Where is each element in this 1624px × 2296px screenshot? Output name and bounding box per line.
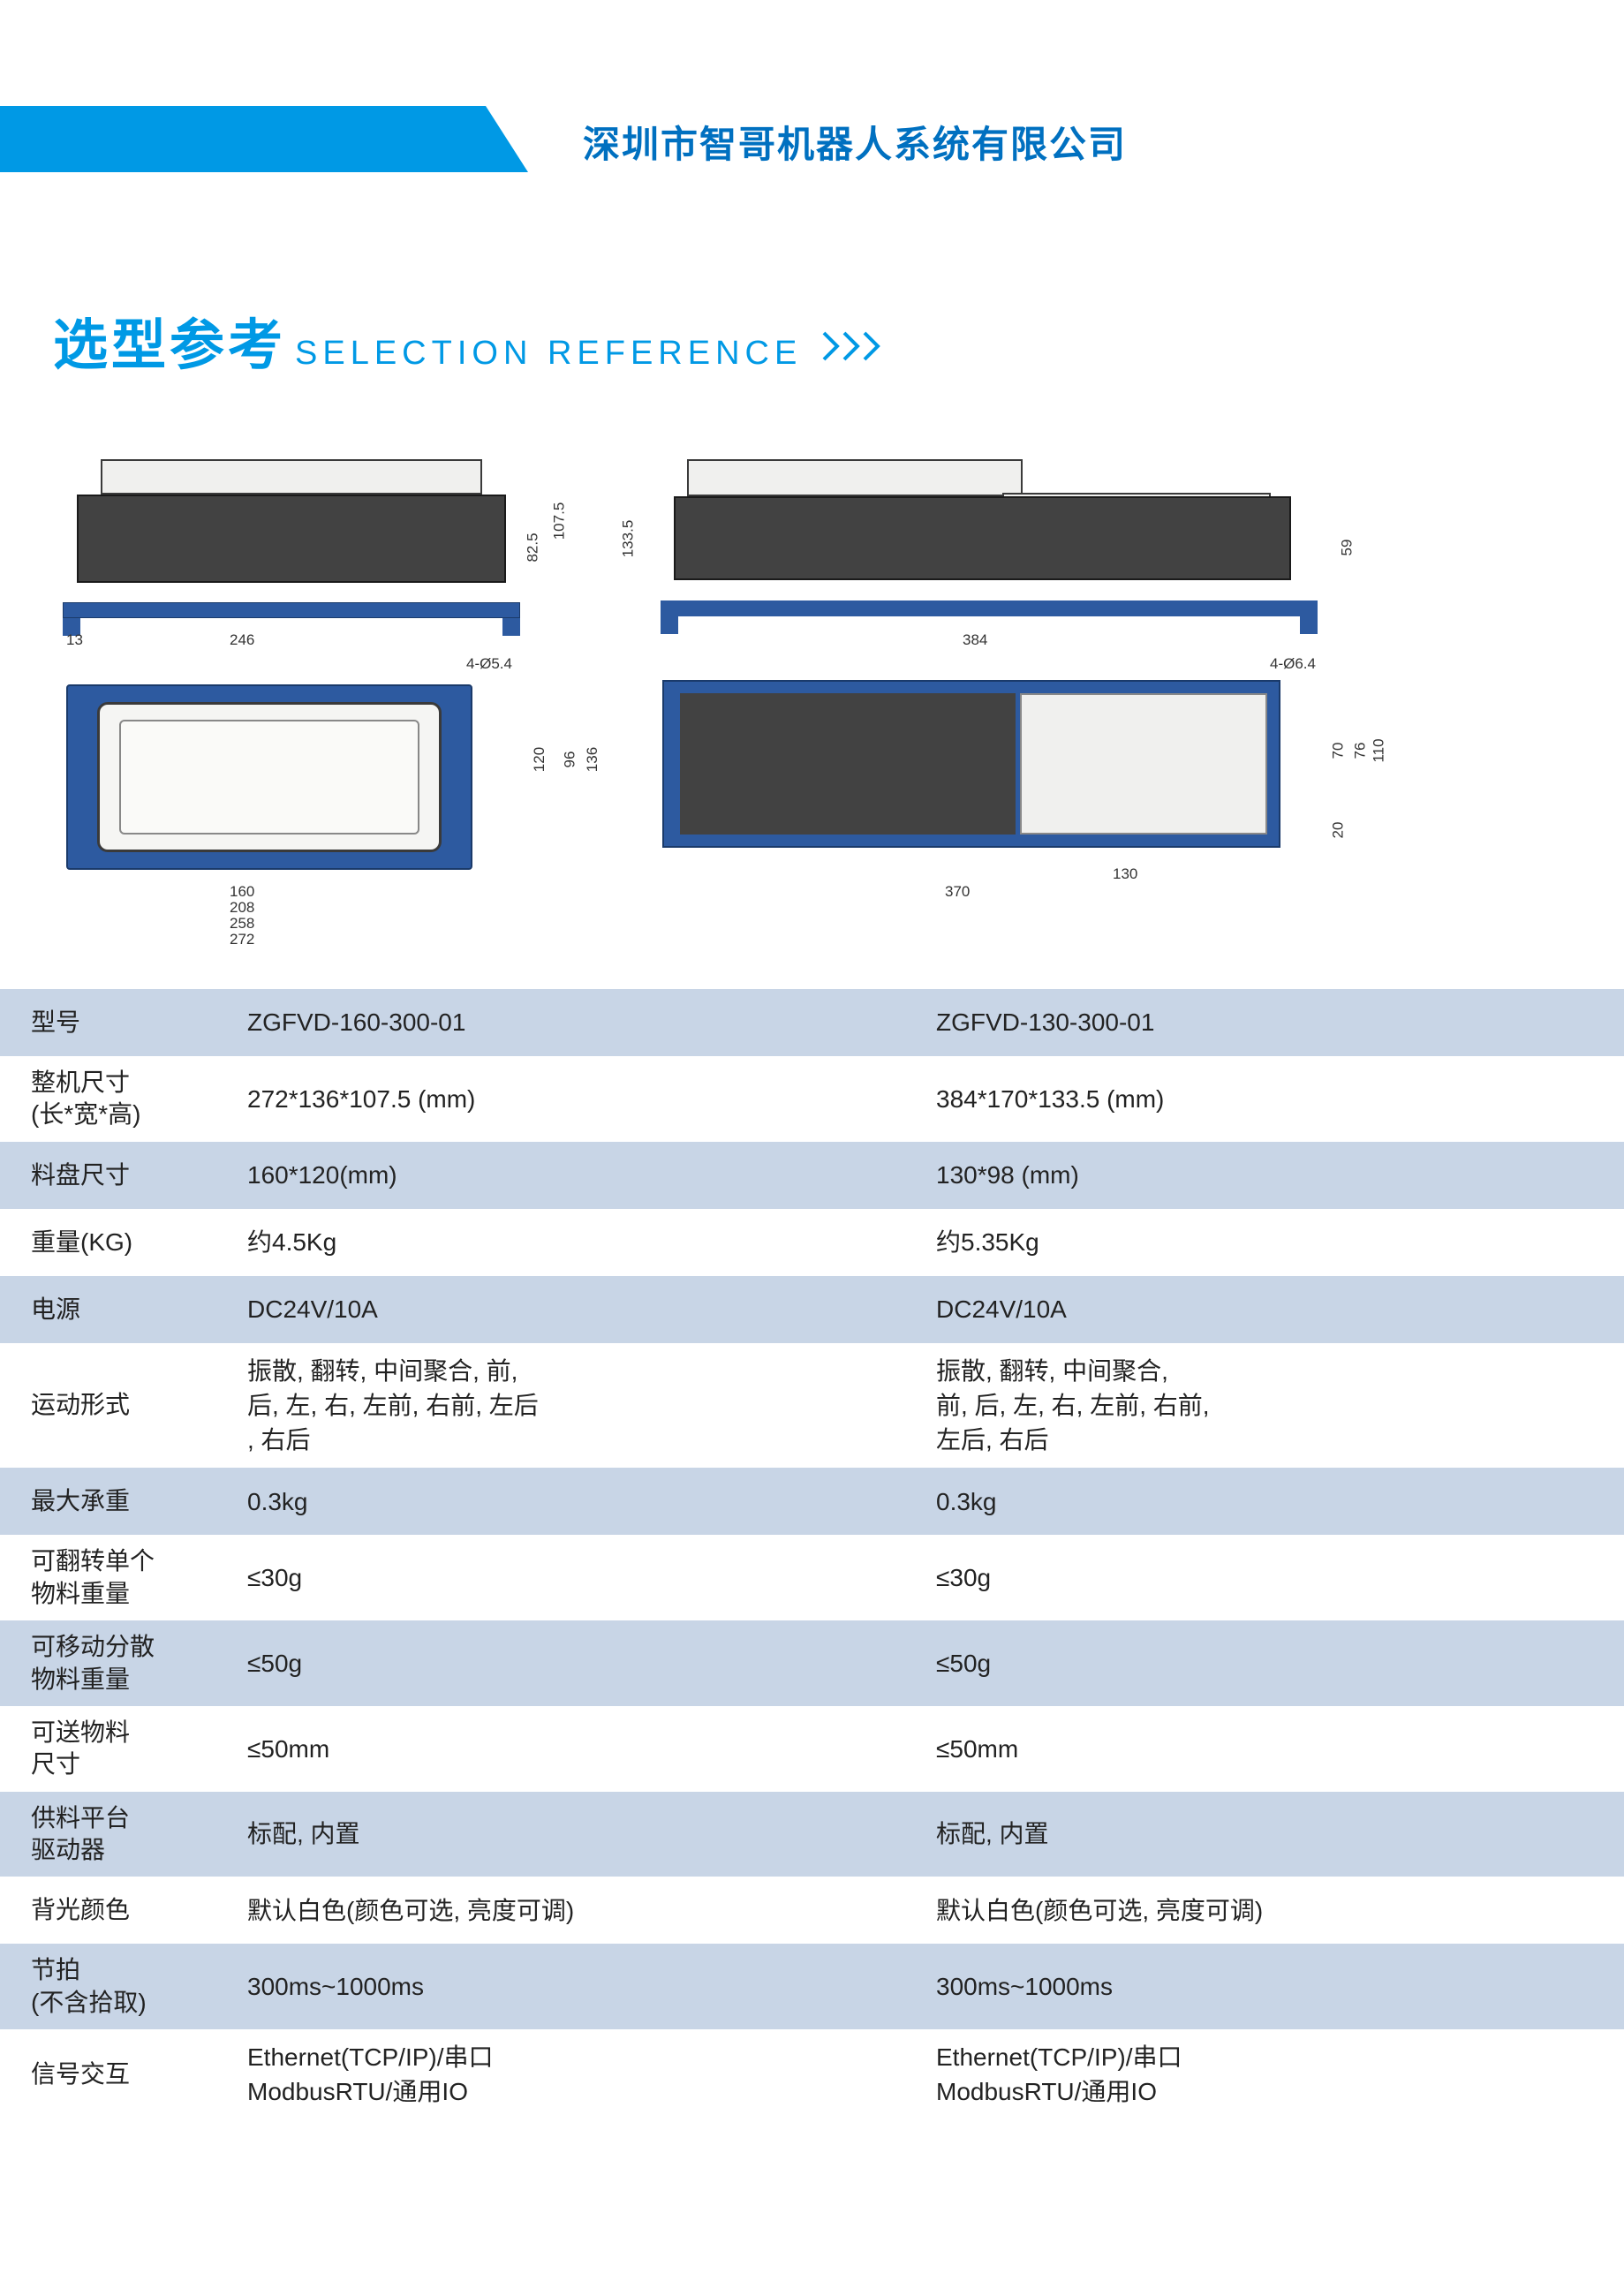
dim-label: 208 <box>230 899 254 917</box>
spec-value-2: ZGFVD-130-300-01 <box>936 1005 1624 1039</box>
spec-row: 可翻转单个 物料重量≤30g≤30g <box>0 1535 1624 1620</box>
dim-label: 76 <box>1352 743 1370 759</box>
spec-label: 整机尺寸 (长*宽*高) <box>0 1067 247 1131</box>
spec-row: 电源DC24V/10ADC24V/10A <box>0 1276 1624 1343</box>
spec-row: 节拍 (不含拾取)300ms~1000ms300ms~1000ms <box>0 1944 1624 2029</box>
dim-label: 4-Ø6.4 <box>1270 655 1316 673</box>
spec-row: 可移动分散 物料重量≤50g≤50g <box>0 1620 1624 1706</box>
dim-label: 133.5 <box>619 520 637 558</box>
dim-label: 258 <box>230 915 254 933</box>
spec-value-1: 160*120(mm) <box>247 1158 936 1192</box>
diagram-column-2: 384 133.5 59 4-Ø6.4 130 370 70 76 110 20 <box>653 459 1325 963</box>
dim-label: 272 <box>230 931 254 948</box>
spec-value-2: 振散, 翻转, 中间聚合, 前, 后, 左, 右, 左前, 右前, 左后, 右后 <box>936 1354 1624 1458</box>
company-name: 深圳市智哥机器人系统有限公司 <box>583 115 1127 169</box>
dim-label: 20 <box>1330 822 1348 839</box>
spec-row: 重量(KG)约4.5Kg约5.35Kg <box>0 1209 1624 1276</box>
chevron-right-icon <box>820 329 899 368</box>
spec-value-1: ≤50g <box>247 1646 936 1680</box>
section-title-cn: 选型参考 <box>53 300 286 380</box>
spec-value-2: 384*170*133.5 (mm) <box>936 1082 1624 1116</box>
diagram-column-1: 246 13 107.5 82.5 4-Ø5.4 160 208 258 272… <box>53 459 530 963</box>
spec-value-1: 272*136*107.5 (mm) <box>247 1082 936 1116</box>
dim-label: 120 <box>531 747 548 772</box>
spec-label: 型号 <box>0 1007 247 1038</box>
spec-label: 可送物料 尺寸 <box>0 1717 247 1781</box>
dim-label: 70 <box>1330 743 1348 759</box>
model2-top-view: 4-Ø6.4 130 370 70 76 110 20 <box>653 662 1325 874</box>
dim-label: 136 <box>584 747 601 772</box>
dim-label: 160 <box>230 883 254 901</box>
spec-row: 供料平台 驱动器标配, 内置标配, 内置 <box>0 1792 1624 1877</box>
spec-value-1: ≤30g <box>247 1560 936 1595</box>
spec-value-1: ≤50mm <box>247 1732 936 1766</box>
spec-row: 运动形式振散, 翻转, 中间聚合, 前, 后, 左, 右, 左前, 右前, 左后… <box>0 1343 1624 1469</box>
spec-label: 信号交互 <box>0 2058 247 2090</box>
model2-side-view: 384 133.5 59 <box>653 459 1325 645</box>
spec-value-1: 0.3kg <box>247 1484 936 1519</box>
spec-label: 可移动分散 物料重量 <box>0 1631 247 1696</box>
spec-row: 信号交互Ethernet(TCP/IP)/串口 ModbusRTU/通用IOEt… <box>0 2029 1624 2119</box>
spec-value-2: ≤30g <box>936 1560 1624 1595</box>
spec-label: 电源 <box>0 1294 247 1325</box>
dim-label: 130 <box>1113 865 1137 883</box>
spec-value-1: DC24V/10A <box>247 1292 936 1326</box>
dim-label: 110 <box>1370 738 1387 762</box>
dim-label: 384 <box>963 631 987 649</box>
spec-row: 型号ZGFVD-160-300-01ZGFVD-130-300-01 <box>0 989 1624 1056</box>
spec-label: 供料平台 驱动器 <box>0 1802 247 1867</box>
spec-label: 料盘尺寸 <box>0 1159 247 1191</box>
spec-row: 整机尺寸 (长*宽*高)272*136*107.5 (mm)384*170*13… <box>0 1056 1624 1142</box>
spec-label: 运动形式 <box>0 1389 247 1421</box>
section-title-en: SELECTION REFERENCE <box>295 335 802 373</box>
dim-label: 59 <box>1339 540 1356 556</box>
spec-value-2: 0.3kg <box>936 1484 1624 1519</box>
spec-row: 可送物料 尺寸≤50mm≤50mm <box>0 1706 1624 1792</box>
dim-label: 96 <box>562 751 579 768</box>
spec-value-2: DC24V/10A <box>936 1292 1624 1326</box>
spec-table: 型号ZGFVD-160-300-01ZGFVD-130-300-01整机尺寸 (… <box>0 989 1624 2120</box>
spec-value-1: 振散, 翻转, 中间聚合, 前, 后, 左, 右, 左前, 右前, 左后 , 右… <box>247 1354 936 1458</box>
spec-row: 最大承重0.3kg0.3kg <box>0 1468 1624 1535</box>
spec-value-1: 默认白色(颜色可选, 亮度可调) <box>247 1893 936 1928</box>
spec-value-2: ≤50mm <box>936 1732 1624 1766</box>
spec-label: 重量(KG) <box>0 1227 247 1258</box>
spec-label: 节拍 (不含拾取) <box>0 1954 247 2019</box>
spec-label: 背光颜色 <box>0 1894 247 1926</box>
spec-value-2: 约5.35Kg <box>936 1225 1624 1259</box>
model1-top-view: 4-Ø5.4 160 208 258 272 120 96 136 <box>53 662 530 892</box>
spec-value-2: Ethernet(TCP/IP)/串口 ModbusRTU/通用IO <box>936 2040 1624 2109</box>
spec-value-2: 300ms~1000ms <box>936 1969 1624 2004</box>
dim-label: 370 <box>945 883 970 901</box>
spec-value-2: 默认白色(颜色可选, 亮度可调) <box>936 1893 1624 1928</box>
spec-label: 最大承重 <box>0 1485 247 1517</box>
spec-value-1: ZGFVD-160-300-01 <box>247 1005 936 1039</box>
spec-value-1: 300ms~1000ms <box>247 1969 936 2004</box>
technical-diagrams: 246 13 107.5 82.5 4-Ø5.4 160 208 258 272… <box>53 459 1572 963</box>
spec-value-1: 标配, 内置 <box>247 1816 936 1851</box>
spec-value-1: 约4.5Kg <box>247 1225 936 1259</box>
dim-label: 4-Ø5.4 <box>466 655 512 673</box>
spec-row: 背光颜色默认白色(颜色可选, 亮度可调)默认白色(颜色可选, 亮度可调) <box>0 1877 1624 1944</box>
spec-value-2: ≤50g <box>936 1646 1624 1680</box>
section-title: 选型参考 SELECTION REFERENCE <box>53 300 899 380</box>
dim-label: 82.5 <box>524 532 541 562</box>
header-accent-bar <box>0 106 486 172</box>
spec-row: 料盘尺寸160*120(mm)130*98 (mm) <box>0 1142 1624 1209</box>
dim-label: 13 <box>66 631 83 649</box>
spec-value-2: 标配, 内置 <box>936 1816 1624 1851</box>
dim-label: 107.5 <box>551 502 569 540</box>
dim-label: 246 <box>230 631 254 649</box>
spec-label: 可翻转单个 物料重量 <box>0 1545 247 1610</box>
spec-value-2: 130*98 (mm) <box>936 1158 1624 1192</box>
spec-value-1: Ethernet(TCP/IP)/串口 ModbusRTU/通用IO <box>247 2040 936 2109</box>
model1-side-view: 246 13 107.5 82.5 <box>53 459 530 645</box>
